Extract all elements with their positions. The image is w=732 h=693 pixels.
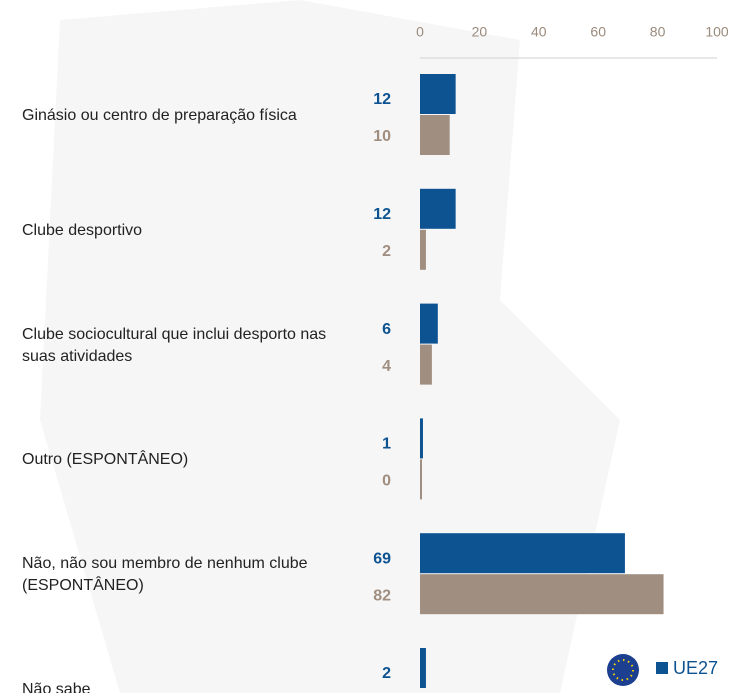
value-label: 2 (382, 243, 391, 260)
bar (420, 115, 450, 155)
bar (420, 344, 432, 385)
x-tick-label: 60 (590, 24, 606, 40)
bar (420, 533, 625, 574)
legend-swatch (656, 662, 668, 674)
bar (420, 459, 422, 500)
category-label: Clube sociocultural que inclui desporto … (22, 325, 327, 365)
x-tick-label: 20 (472, 24, 488, 40)
value-label: 12 (373, 91, 391, 108)
x-tick-label: 100 (705, 24, 729, 40)
legend-flag (607, 654, 639, 686)
x-tick-label: 80 (650, 24, 666, 40)
value-label: 10 (373, 128, 391, 145)
value-label: 82 (373, 587, 391, 604)
bar (420, 229, 426, 270)
legend-flag-stars (612, 659, 634, 681)
bar (420, 574, 664, 615)
bar (420, 188, 456, 229)
category-label: Outro (ESPONTÂNEO) (22, 451, 189, 469)
background-map (40, 0, 620, 693)
bar (420, 418, 423, 459)
value-label: 6 (382, 321, 391, 338)
value-label: 12 (373, 206, 391, 223)
value-label: 2 (382, 665, 391, 682)
legend-label: UE27 (673, 658, 718, 678)
category-label: Não sabe (22, 681, 91, 693)
value-label: 69 (373, 550, 391, 567)
category-label: Não, não sou membro de nenhum clube (ESP… (22, 555, 308, 595)
bar (420, 648, 426, 688)
x-tick-label: 0 (416, 24, 424, 40)
x-tick-label: 40 (531, 24, 547, 40)
value-label: 1 (382, 436, 391, 453)
category-label: Clube desportivo (22, 221, 143, 239)
bar (420, 74, 456, 114)
value-label: 0 (382, 473, 391, 490)
bar (420, 303, 438, 344)
category-label: Ginásio ou centro de preparação física (22, 107, 297, 124)
value-label: 4 (382, 358, 391, 375)
